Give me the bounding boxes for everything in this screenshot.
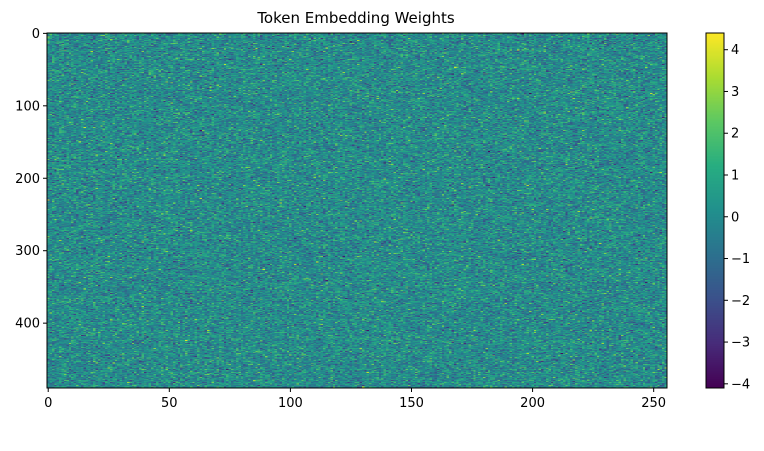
x-tick-label: 50 — [161, 396, 178, 411]
colorbar-tick-label: 2 — [731, 127, 739, 142]
colorbar: −4 −3 −2 −1 0 1 2 3 4 — [705, 32, 750, 392]
y-tick-label: 300 — [15, 244, 40, 259]
x-tick-label: 250 — [641, 396, 666, 411]
y-tick-label: 100 — [15, 99, 40, 114]
heatmap-image-holder — [47, 33, 667, 388]
y-tick-label: 0 — [32, 27, 40, 42]
colorbar-tick-label: −2 — [731, 294, 750, 309]
colorbar-tick-label: 0 — [731, 210, 739, 225]
y-tick-label: 200 — [15, 172, 40, 187]
y-axis: 0 100 200 300 400 — [15, 27, 47, 332]
x-tick-label: 150 — [399, 396, 424, 411]
x-tick-label: 100 — [278, 396, 303, 411]
heatmap-frame — [46, 32, 668, 389]
colorbar-tick-label: −4 — [731, 377, 750, 392]
colorbar-tick-label: −3 — [731, 336, 750, 351]
x-tick-label: 0 — [44, 396, 52, 411]
colorbar-gradient — [706, 33, 724, 388]
y-tick-label: 400 — [15, 317, 40, 332]
colorbar-tick-label: 4 — [731, 43, 739, 58]
heatmap-axes: 0 50 100 150 200 250 0 100 200 300 400 — [15, 27, 668, 411]
colorbar-tick-label: 3 — [731, 85, 739, 100]
colorbar-frame — [705, 32, 725, 389]
colorbar-gradient-holder — [706, 33, 724, 388]
heatmap-image — [47, 33, 667, 388]
x-axis: 0 50 100 150 200 250 — [44, 388, 666, 411]
chart-title: Token Embedding Weights — [256, 9, 455, 27]
colorbar-tick-label: −1 — [731, 252, 750, 267]
colorbar-axis: −4 −3 −2 −1 0 1 2 3 4 — [724, 43, 750, 392]
colorbar-tick-label: 1 — [731, 169, 739, 184]
x-tick-label: 200 — [520, 396, 545, 411]
